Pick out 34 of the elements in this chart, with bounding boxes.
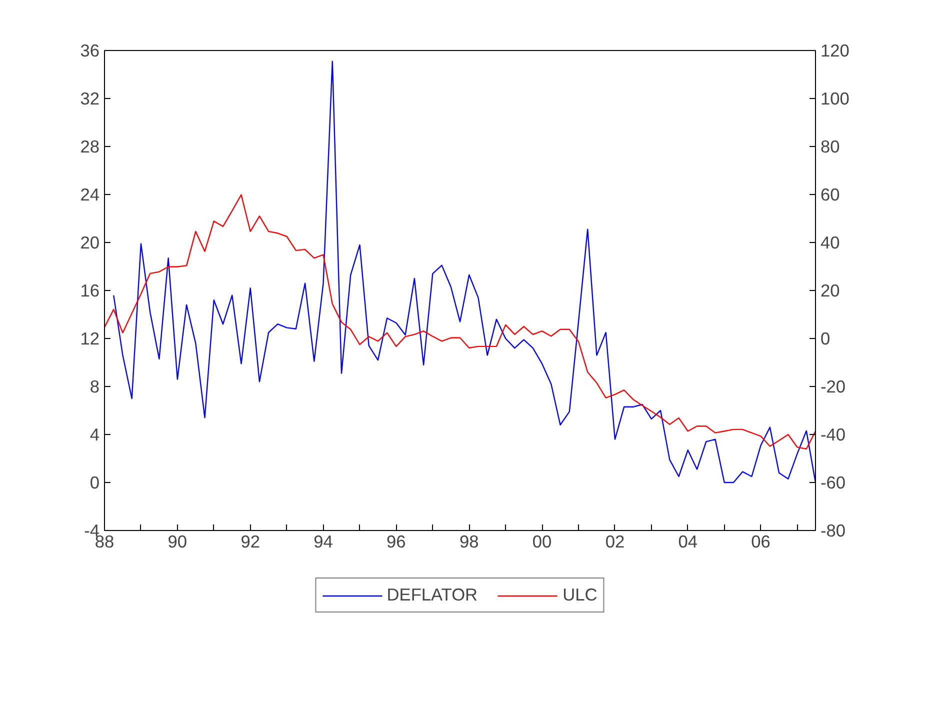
y2-tick-label: 100 [820,88,850,108]
line-series [104,194,816,450]
x-tick-label: 98 [459,532,479,552]
x-tick-label: 96 [386,532,406,552]
x-tick-label: 92 [240,532,260,552]
x-tick-label: 00 [532,532,552,552]
y-tick-label: 0 [90,472,100,492]
legend-label: DEFLATOR [386,584,478,606]
x-tick-label: 04 [678,532,698,552]
y-tick-label: 28 [80,136,100,156]
x-tick-label: 06 [751,532,770,552]
y2-tick-label: -80 [820,520,846,540]
y2-tick-label: -20 [820,376,846,396]
y2-tick-label: 40 [820,232,840,252]
x-tick-label: 90 [168,532,188,552]
y-tick-label: 32 [80,88,100,108]
y-tick-label: 36 [80,40,100,60]
y-tick-label: 24 [80,184,100,204]
y2-tick-label: 0 [820,328,830,348]
x-tick-label: 94 [314,532,334,552]
line-series [113,60,816,484]
y-tick-label: 20 [80,232,100,252]
y-tick-label: 4 [90,424,100,444]
y-tick-label: 8 [90,376,100,396]
x-tick-label: 02 [605,532,625,552]
y2-tick-label: 120 [820,40,850,60]
y-tick-label: 12 [80,328,100,348]
y2-tick-label: 80 [820,136,840,156]
y2-tick-label: -40 [820,424,846,444]
legend-label: ULC [562,584,598,606]
y-tick-label: 16 [80,280,100,300]
y2-tick-label: 20 [820,280,840,300]
y2-tick-label: -60 [820,472,846,492]
y2-tick-label: 60 [820,184,840,204]
